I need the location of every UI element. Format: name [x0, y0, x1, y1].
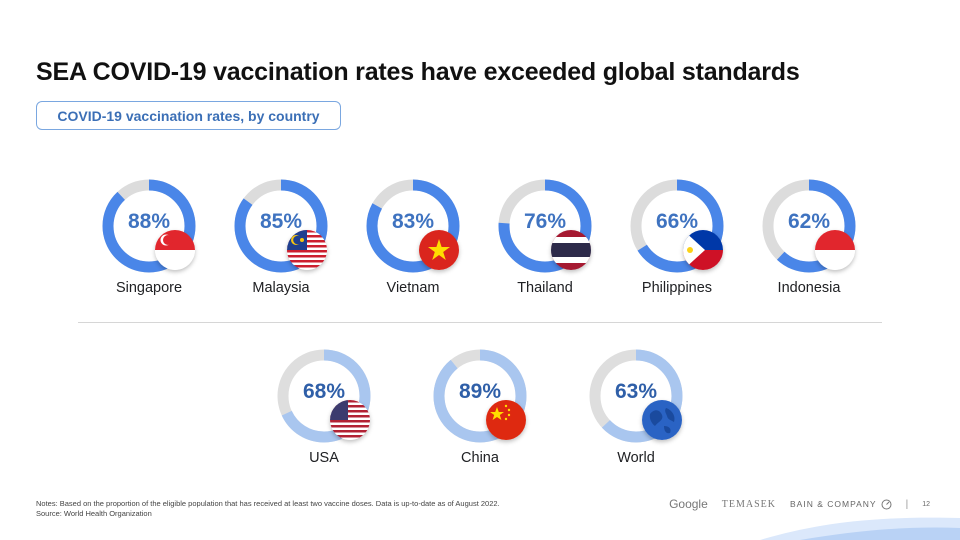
notes-text: Notes: Based on the proportion of the el… — [36, 499, 500, 508]
category-label-philippines: Philippines — [641, 280, 713, 296]
donut-arc-thailand — [498, 179, 592, 273]
donut-world: 63% World — [581, 348, 691, 478]
divider — [78, 322, 882, 323]
thailand-flag-icon — [551, 230, 591, 270]
donut-singapore: 88% Singapore — [94, 178, 204, 308]
donut-philippines: 66% Philippines — [622, 178, 732, 308]
donut-arc-philippines — [630, 179, 724, 273]
category-label-world: World — [617, 450, 655, 466]
donut-ring-malaysia — [234, 179, 328, 273]
bain-logo: BAIN & COMPANY — [790, 499, 892, 510]
value-label-china: 89% — [458, 380, 502, 403]
donut-ring-thailand — [498, 179, 592, 273]
google-logo: Google — [669, 497, 708, 511]
bain-logo-text: BAIN & COMPANY — [790, 499, 877, 509]
donut-arc-usa — [277, 349, 371, 443]
source-text: Source: World Health Organization — [36, 509, 152, 518]
donut-ring-usa — [277, 349, 371, 443]
page-number: 12 — [922, 500, 930, 508]
donut-usa: 68% USA — [269, 348, 379, 478]
category-label-malaysia: Malaysia — [252, 280, 310, 296]
malaysia-flag-icon — [287, 230, 327, 270]
value-label-indonesia: 62% — [787, 210, 831, 233]
value-label-philippines: 66% — [655, 210, 699, 233]
category-label-thailand: Thailand — [517, 280, 573, 296]
donut-china: 89% China — [425, 348, 535, 478]
category-label-usa: USA — [309, 450, 339, 466]
usa-flag-icon — [330, 400, 370, 440]
category-label-indonesia: Indonesia — [777, 280, 841, 296]
value-label-vietnam: 83% — [391, 210, 435, 233]
donut-arc-singapore — [102, 179, 196, 273]
value-label-usa: 68% — [302, 380, 346, 403]
footer-separator: | — [905, 498, 909, 510]
chart-subtitle: COVID-19 vaccination rates, by country — [36, 101, 341, 130]
value-label-malaysia: 85% — [259, 210, 303, 233]
indonesia-flag-icon — [815, 230, 855, 270]
donut-indonesia: 62% Indonesia — [754, 178, 864, 308]
donut-ring-vietnam — [366, 179, 460, 273]
footer-logos: Google TEMASEK BAIN & COMPANY | 12 — [669, 497, 930, 511]
singapore-flag-icon — [155, 230, 195, 270]
value-label-thailand: 76% — [523, 210, 567, 233]
donut-ring-philippines — [630, 179, 724, 273]
donut-thailand: 76% Thailand — [490, 178, 600, 308]
globe-icon — [642, 400, 682, 440]
category-label-china: China — [461, 450, 499, 466]
temasek-logo: TEMASEK — [721, 498, 777, 510]
category-label-singapore: Singapore — [115, 280, 183, 296]
bain-mark-icon — [881, 499, 892, 509]
donut-ring-indonesia — [762, 179, 856, 273]
donut-arc-world — [589, 349, 683, 443]
donut-arc-indonesia — [762, 179, 856, 273]
value-label-world: 63% — [614, 380, 658, 403]
donut-arc-malaysia — [234, 179, 328, 273]
donut-arc-china — [433, 349, 527, 443]
donut-vietnam: 83% Vietnam — [358, 178, 468, 308]
vietnam-flag-icon — [419, 230, 459, 270]
value-label-singapore: 88% — [127, 210, 171, 233]
category-label-vietnam: Vietnam — [386, 280, 440, 296]
donut-arc-vietnam — [366, 179, 460, 273]
china-flag-icon — [486, 400, 526, 440]
notes: Notes: Based on the proportion of the el… — [36, 499, 500, 519]
donut-ring-singapore — [102, 179, 196, 273]
decorative-wave — [760, 517, 960, 540]
donut-ring-china — [433, 349, 527, 443]
philippines-flag-icon — [683, 230, 723, 270]
donut-ring-world — [589, 349, 683, 443]
donut-malaysia: 85% Malaysia — [226, 178, 336, 308]
page-title: SEA COVID-19 vaccination rates have exce… — [36, 58, 800, 86]
